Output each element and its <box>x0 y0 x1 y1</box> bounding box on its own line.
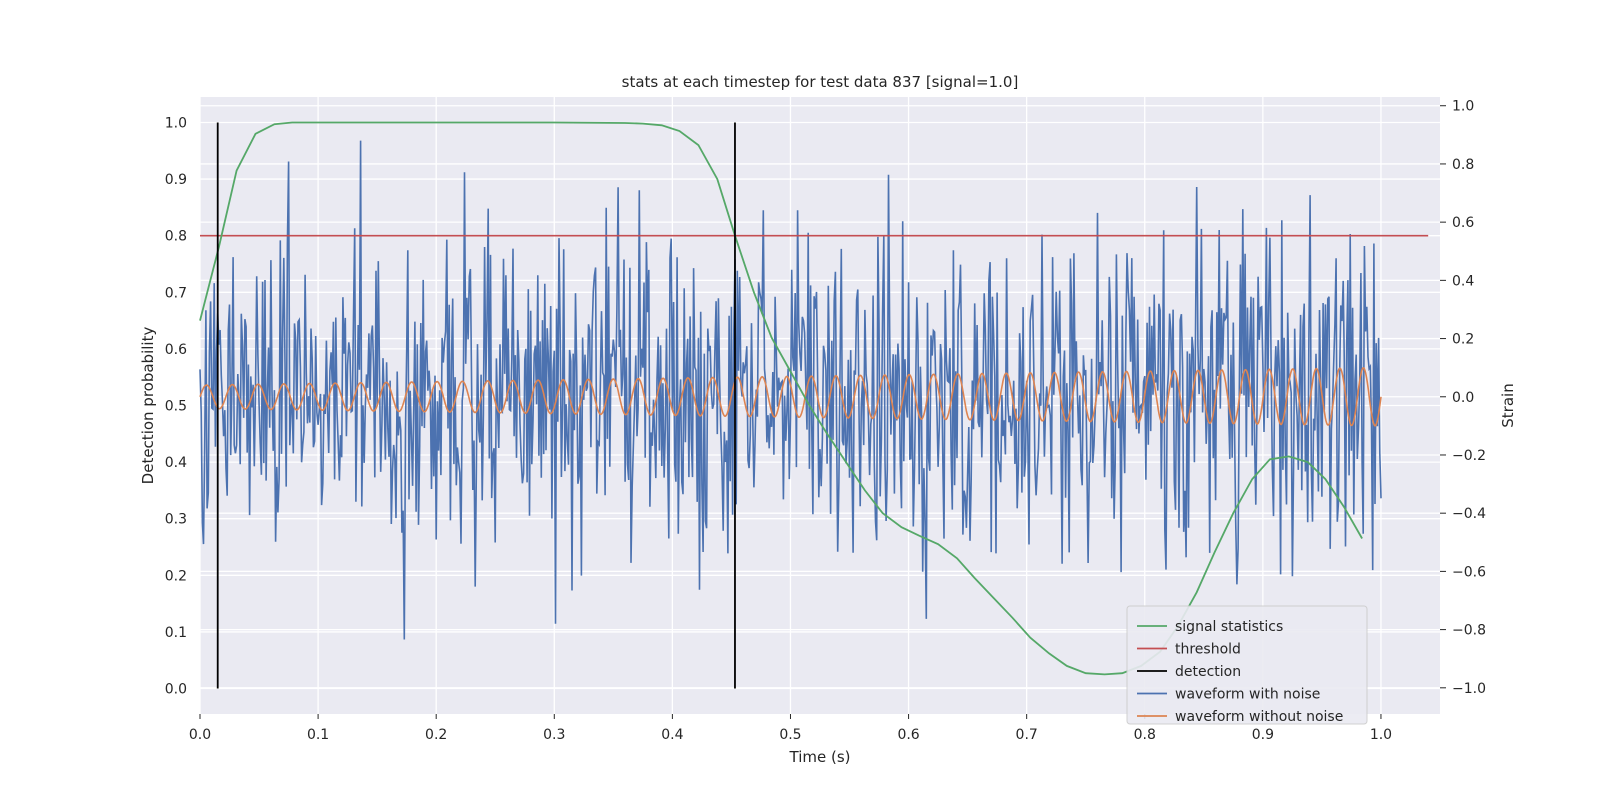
x-tick-label: 0.2 <box>425 727 447 743</box>
chart-title: stats at each timestep for test data 837… <box>622 73 1019 91</box>
right-y-tick-label: −0.2 <box>1452 448 1486 464</box>
right-y-tick-label: 0.0 <box>1452 390 1474 406</box>
legend-label: waveform without noise <box>1175 709 1343 725</box>
left-y-tick-label: 0.8 <box>165 229 187 245</box>
x-axis-label: Time (s) <box>789 748 851 766</box>
x-tick-label: 0.3 <box>543 727 565 743</box>
x-tick-label: 0.9 <box>1252 727 1274 743</box>
right-y-tick-label: −0.6 <box>1452 564 1486 580</box>
axes-layer: 0.0 0.1 0.2 0.3 0.4 0.5 0.6 0.7 0.8 0.9 1.0 0.0 0.1 0… <box>165 99 1486 743</box>
left-y-tick-label: 0.4 <box>165 455 187 471</box>
legend-label: waveform with noise <box>1175 687 1320 703</box>
x-tick-label: 0.5 <box>779 727 801 743</box>
series-signal-statistics <box>199 121 1363 676</box>
right-y-tick-label: 1.0 <box>1452 99 1474 115</box>
legend-label: detection <box>1175 664 1241 680</box>
x-tick-label: 0.6 <box>897 727 919 743</box>
left-y-tick-label: 0.2 <box>165 568 187 584</box>
left-y-tick-label: 0.6 <box>165 342 187 358</box>
series-waveform-with-noise <box>199 140 1382 640</box>
left-y-tick-label: 0.3 <box>165 512 187 528</box>
x-tick-label: 1.0 <box>1370 727 1392 743</box>
right-y-tick-label: 0.8 <box>1452 157 1474 173</box>
legend: signal statistics threshold detection wavef… <box>1126 605 1368 725</box>
x-tick-label: 0.4 <box>661 727 683 743</box>
series-waveform-without-noise <box>199 366 1382 427</box>
left-y-tick-label: 0.1 <box>165 625 187 641</box>
right-y-tick-label: 0.6 <box>1452 215 1474 231</box>
x-tick-label: 0.8 <box>1134 727 1156 743</box>
x-tick-label: 0.1 <box>307 727 329 743</box>
x-tick-label: 0.7 <box>1016 727 1038 743</box>
legend-label: threshold <box>1175 642 1241 658</box>
series-layer <box>199 121 1429 689</box>
left-y-tick-label: 0.5 <box>165 399 187 415</box>
right-y-tick-label: 0.4 <box>1452 273 1474 289</box>
right-y-tick-label: −0.4 <box>1452 506 1486 522</box>
left-y-tick-label: 0.7 <box>165 285 187 301</box>
left-y-tick-label: 0.0 <box>165 682 187 698</box>
right-y-axis-label: Strain <box>1499 383 1517 427</box>
x-tick-label: 0.0 <box>189 727 211 743</box>
legend-label: signal statistics <box>1175 619 1283 635</box>
legend-box <box>1126 605 1368 725</box>
right-y-tick-label: 0.2 <box>1452 332 1474 348</box>
right-y-tick-label: −0.8 <box>1452 623 1486 639</box>
left-y-tick-label: 0.9 <box>165 172 187 188</box>
right-y-tick-label: −1.0 <box>1452 681 1486 697</box>
left-y-axis-label: Detection probability <box>139 327 157 485</box>
left-y-tick-label: 1.0 <box>165 115 187 131</box>
